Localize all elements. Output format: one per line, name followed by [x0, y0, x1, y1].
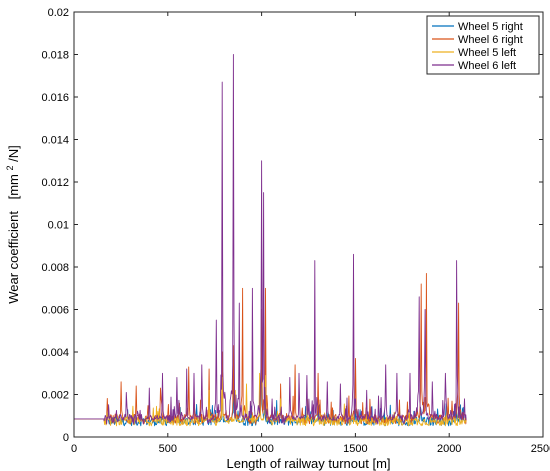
x-tick-label: 1500	[343, 443, 367, 455]
x-axis-label: Length of railway turnout [m]	[226, 456, 390, 471]
y-tick-label: 0.004	[41, 347, 69, 359]
y-tick-label: 0.002	[41, 390, 69, 402]
y-tick-label: 0.006	[41, 305, 69, 317]
legend-label: Wheel 5 right	[458, 21, 523, 33]
x-tick-label: 1000	[249, 443, 273, 455]
legend-label: Wheel 6 right	[458, 34, 523, 46]
y-tick-label: 0.012	[41, 177, 69, 189]
series-line-4	[74, 54, 467, 425]
legend-label: Wheel 6 left	[458, 60, 516, 72]
y-axis-label-main: Wear coefficient	[6, 211, 21, 304]
plot-marks	[74, 54, 467, 427]
y-axis-label-unit-sup: 2	[5, 165, 15, 170]
y-axis-label: Wear coefficient [mm 2 /N]	[1, 145, 21, 304]
y-tick-label: 0.01	[48, 220, 69, 232]
y-tick-label: 0.014	[41, 135, 69, 147]
y-tick-label: 0.016	[41, 92, 69, 104]
y-tick-label: 0.02	[48, 7, 69, 19]
axes-box	[73, 11, 544, 438]
y-axis-label-unit-b: /N]	[6, 145, 21, 162]
x-tick-label: 500	[159, 443, 177, 455]
y-axis-label-unit-a: [mm	[6, 174, 21, 199]
series-line-2	[74, 272, 467, 425]
x-tick-label: 0	[71, 443, 77, 455]
y-tick-label: 0.018	[41, 50, 69, 62]
x-tick-label: 2000	[437, 443, 461, 455]
y-tick-label: 0.008	[41, 262, 69, 274]
legend-label: Wheel 5 left	[458, 47, 516, 59]
y-tick-label: 0	[63, 432, 69, 444]
